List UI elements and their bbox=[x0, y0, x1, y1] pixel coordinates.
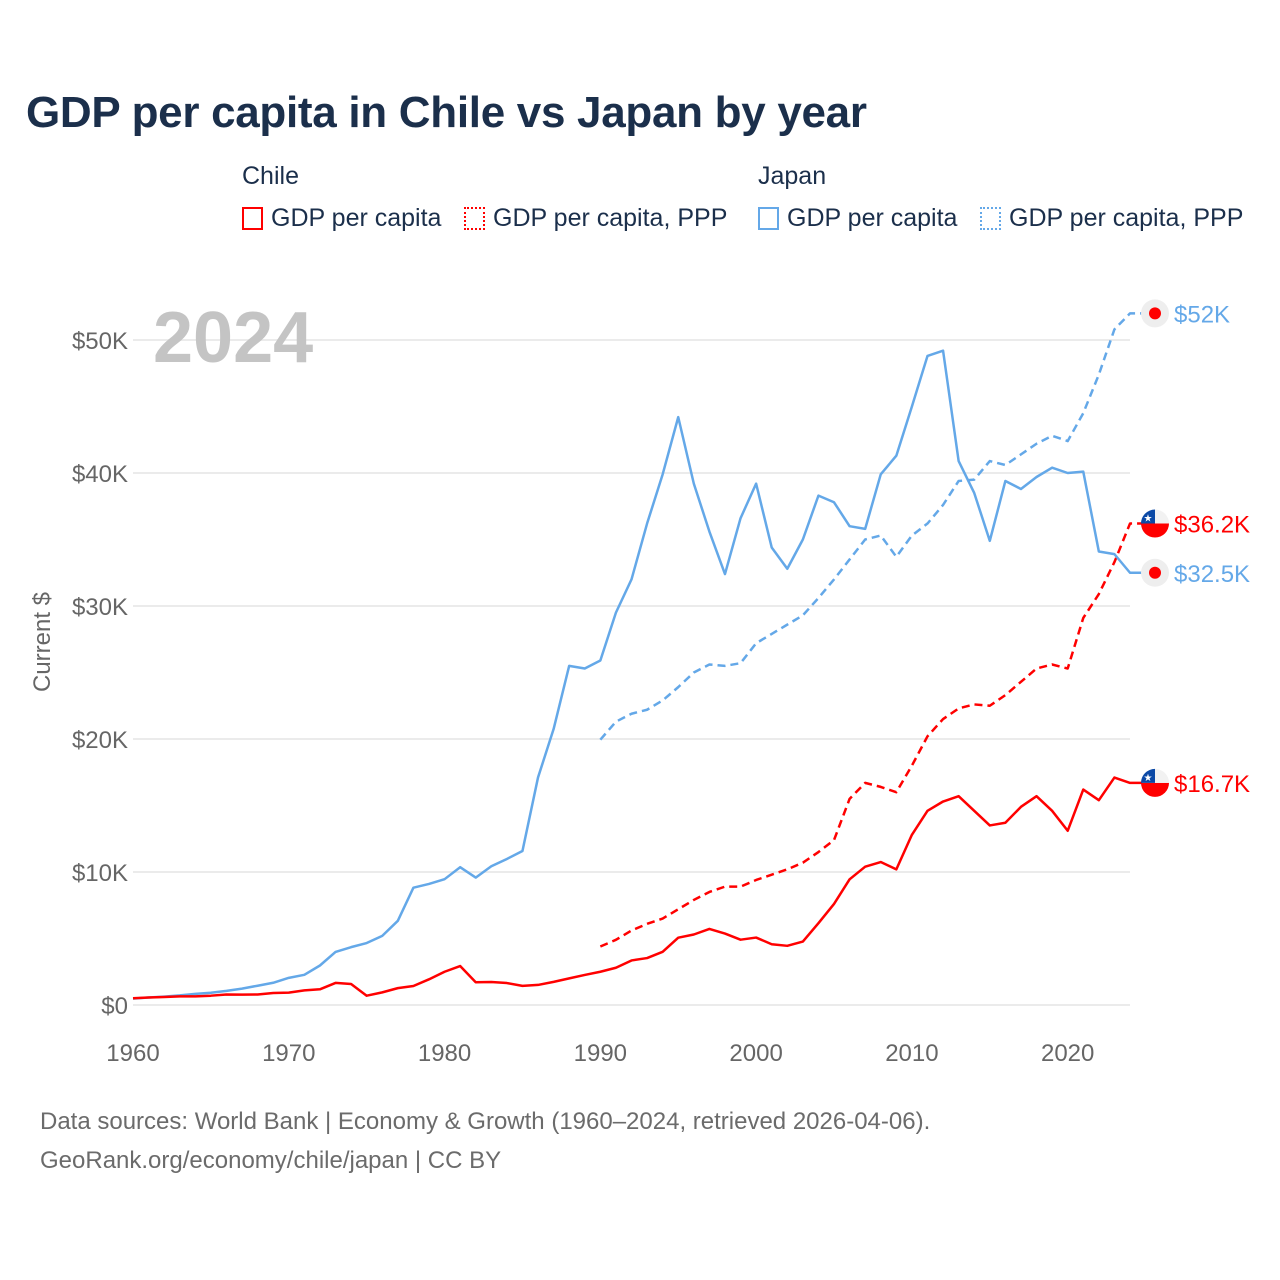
series-line-chile-gdp-per-capita-ppp bbox=[599, 522, 1142, 948]
end-value-label: $36.2K bbox=[1174, 512, 1250, 539]
chile-flag-star: ★ bbox=[1144, 514, 1153, 525]
legend-swatch-solid-red bbox=[242, 207, 263, 230]
legend-item-japan-gdp-ppp[interactable]: GDP per capita, PPP bbox=[980, 204, 1243, 233]
legend-swatch-dotted-red bbox=[464, 207, 485, 230]
legend-group-chile: Chile bbox=[242, 162, 299, 190]
chile-flag-icon: ★ bbox=[1141, 509, 1169, 538]
x-tick-label: 2010 bbox=[885, 1040, 938, 1067]
series-line-japan-gdp-per-capita bbox=[132, 349, 1142, 1000]
footer-sources: Data sources: World Bank | Economy & Gro… bbox=[40, 1108, 931, 1135]
y-axis-ticks: $0 $10K $20K $30K $40K $50K bbox=[72, 328, 128, 1020]
legend-item-chile-gdp-ppp[interactable]: GDP per capita, PPP bbox=[464, 204, 727, 233]
chile-flag-white bbox=[1155, 768, 1169, 783]
legend-item-chile-gdp[interactable]: GDP per capita bbox=[242, 204, 441, 233]
japan-flag-dot bbox=[1149, 307, 1161, 320]
chile-flag-white bbox=[1155, 509, 1169, 524]
gridlines bbox=[133, 339, 1130, 1006]
y-axis-label: Current $ bbox=[29, 592, 56, 692]
legend-label: GDP per capita, PPP bbox=[1009, 204, 1244, 232]
chile-flag-star: ★ bbox=[1144, 773, 1153, 784]
y-tick-label: $30K bbox=[72, 594, 128, 621]
chile-flag-red bbox=[1141, 782, 1169, 797]
x-tick-label: 1970 bbox=[262, 1040, 315, 1067]
y-tick-label: $50K bbox=[72, 328, 128, 355]
footer-attribution[interactable]: GeoRank.org/economy/chile/japan | CC BY bbox=[40, 1147, 502, 1174]
y-tick-label: $10K bbox=[72, 860, 128, 887]
end-value-label: $52K bbox=[1174, 301, 1230, 328]
x-axis-ticks: 1960 1970 1980 1990 2000 2010 2020 bbox=[106, 1040, 1094, 1067]
x-tick-label: 2020 bbox=[1041, 1040, 1094, 1067]
chile-flag-red bbox=[1141, 523, 1169, 538]
y-tick-label: $0 bbox=[101, 993, 128, 1020]
chile-flag-blue bbox=[1141, 768, 1155, 783]
end-value-label: $32.5K bbox=[1174, 561, 1250, 588]
series-line-chile-gdp-per-capita bbox=[132, 776, 1142, 1000]
legend-swatch-solid-blue bbox=[758, 207, 779, 230]
x-tick-label: 1980 bbox=[418, 1040, 471, 1067]
y-tick-label: $40K bbox=[72, 461, 128, 488]
legend-label: GDP per capita bbox=[271, 204, 442, 232]
x-tick-label: 1960 bbox=[106, 1040, 159, 1067]
chile-flag-icon: ★ bbox=[1141, 768, 1169, 797]
series-line-japan-gdp-per-capita-ppp bbox=[599, 312, 1142, 741]
chart-title: GDP per capita in Chile vs Japan by year bbox=[26, 88, 867, 137]
x-tick-label: 2000 bbox=[729, 1040, 782, 1067]
end-value-label: $16.7K bbox=[1174, 771, 1250, 798]
y-tick-label: $20K bbox=[72, 727, 128, 754]
legend-label: GDP per capita, PPP bbox=[493, 204, 728, 232]
x-tick-label: 1990 bbox=[574, 1040, 627, 1067]
series-end-markers: $52K ★ $36.2K $32.5K ★ $16.7K bbox=[1141, 299, 1250, 798]
legend-group-japan: Japan bbox=[758, 162, 827, 190]
japan-flag-dot bbox=[1149, 566, 1161, 579]
series-lines bbox=[132, 312, 1142, 1000]
legend-item-japan-gdp[interactable]: GDP per capita bbox=[758, 204, 957, 233]
chile-flag-blue bbox=[1141, 509, 1155, 524]
legend-label: GDP per capita bbox=[787, 204, 958, 232]
legend-swatch-dotted-blue bbox=[980, 207, 1001, 230]
year-watermark: 2024 bbox=[153, 298, 313, 378]
